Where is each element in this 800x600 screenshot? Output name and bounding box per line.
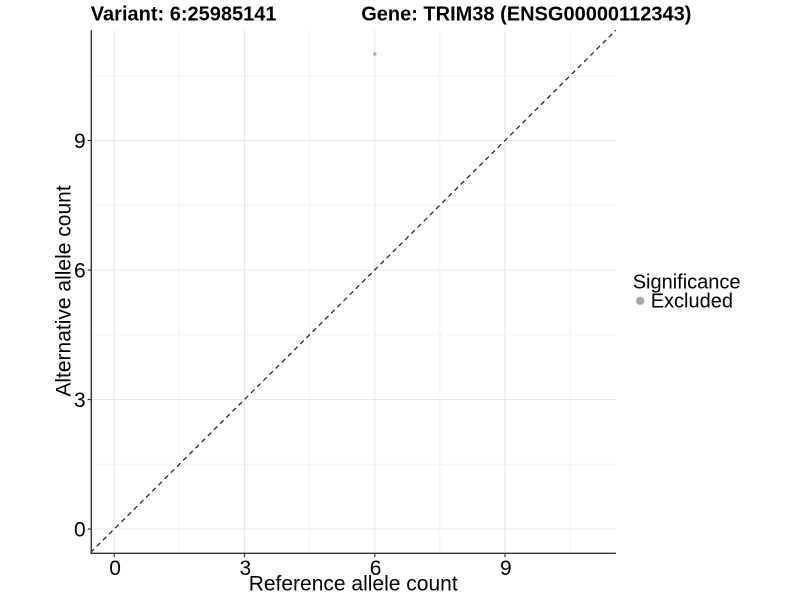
svg-text:3: 3 [239, 557, 251, 580]
svg-text:6: 6 [74, 260, 86, 283]
svg-text:9: 9 [74, 130, 86, 153]
svg-text:Gene: TRIM38 (ENSG00000112343): Gene: TRIM38 (ENSG00000112343) [361, 4, 691, 26]
svg-text:0: 0 [74, 519, 86, 542]
svg-text:Alternative allele count: Alternative allele count [53, 185, 76, 396]
svg-text:6: 6 [370, 557, 382, 580]
svg-text:9: 9 [500, 557, 512, 580]
svg-text:Significance: Significance [633, 271, 741, 293]
svg-text:Reference allele count: Reference allele count [249, 573, 458, 596]
svg-text:Variant: 6:25985141: Variant: 6:25985141 [91, 4, 277, 26]
svg-text:3: 3 [74, 389, 86, 412]
svg-text:0: 0 [109, 557, 121, 580]
svg-text:Excluded: Excluded [651, 291, 733, 313]
